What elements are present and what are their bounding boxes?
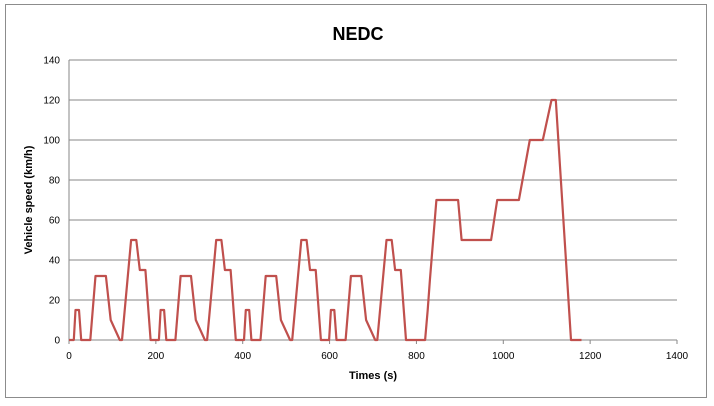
y-axis-ticks: 0 20 40 60 80 100 120 140 bbox=[43, 56, 60, 347]
y-tick-label: 60 bbox=[49, 216, 61, 227]
chart-title: NEDC bbox=[332, 24, 383, 44]
y-tick-label: 140 bbox=[43, 56, 60, 67]
x-axis-ticks: 0 200 400 600 800 1000 1200 1400 bbox=[66, 340, 689, 362]
x-tick-label: 1000 bbox=[492, 351, 515, 362]
y-tick-label: 120 bbox=[43, 96, 60, 107]
grid-lines bbox=[68, 59, 677, 341]
x-tick-label: 400 bbox=[234, 351, 251, 362]
x-tick-label: 800 bbox=[408, 351, 425, 362]
x-tick-label: 0 bbox=[66, 351, 72, 362]
x-tick-label: 600 bbox=[321, 351, 338, 362]
series-layer bbox=[69, 98, 582, 342]
x-tick-label: 1400 bbox=[666, 351, 689, 362]
y-tick-label: 100 bbox=[43, 136, 60, 147]
x-tick-label: 200 bbox=[148, 351, 165, 362]
y-axis-label: Vehicle speed (km/h) bbox=[23, 145, 35, 254]
y-tick-label: 40 bbox=[49, 256, 61, 267]
y-tick-label: 0 bbox=[54, 336, 60, 347]
x-tick-label: 1200 bbox=[579, 351, 602, 362]
x-axis-label: Times (s) bbox=[349, 370, 397, 382]
series-line-0 bbox=[69, 98, 582, 342]
y-tick-label: 20 bbox=[49, 296, 61, 307]
y-tick-label: 80 bbox=[49, 176, 61, 187]
